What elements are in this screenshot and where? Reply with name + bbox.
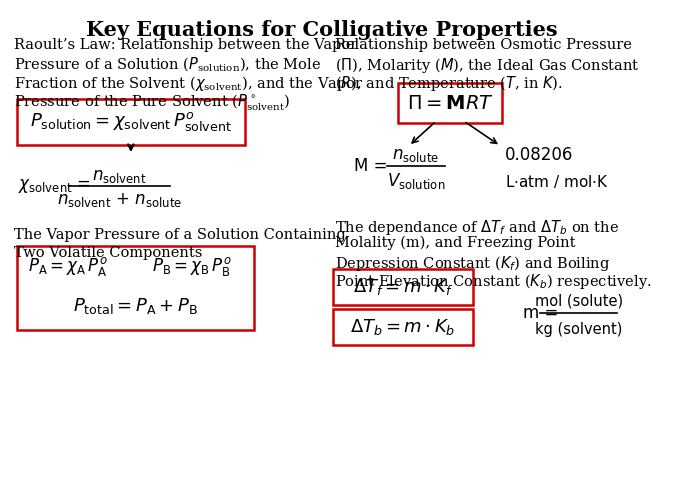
Text: m =: m = xyxy=(524,304,559,322)
Text: Molality (m), and Freezing Point: Molality (m), and Freezing Point xyxy=(335,236,575,250)
Text: Raoult’s Law: Relationship between the Vapor: Raoult’s Law: Relationship between the V… xyxy=(14,38,357,52)
Text: $n_\mathregular{solvent}$ + $n_\mathregular{solute}$: $n_\mathregular{solvent}$ + $n_\mathregu… xyxy=(57,191,182,209)
FancyBboxPatch shape xyxy=(398,83,503,123)
Text: Two Volatile Components: Two Volatile Components xyxy=(14,246,202,260)
Text: $P_\mathregular{total} = P_\mathregular{A} + P_\mathregular{B}$: $P_\mathregular{total} = P_\mathregular{… xyxy=(73,296,198,316)
Text: Fraction of the Solvent ($\chi_\mathregular{solvent}$), and the Vapor: Fraction of the Solvent ($\chi_\mathregu… xyxy=(14,74,363,93)
Text: Point Elevation Constant ($K_b$) respectively.: Point Elevation Constant ($K_b$) respect… xyxy=(335,272,652,291)
Text: M =: M = xyxy=(354,157,387,175)
Text: 0.08206: 0.08206 xyxy=(505,146,573,164)
FancyBboxPatch shape xyxy=(17,99,245,145)
Text: Pressure of a Solution ($P_\mathregular{solution}$), the Mole: Pressure of a Solution ($P_\mathregular{… xyxy=(14,56,321,74)
Text: $\Pi = \mathbf{M}RT$: $\Pi = \mathbf{M}RT$ xyxy=(407,94,494,113)
Text: kg (solvent): kg (solvent) xyxy=(535,322,622,337)
Text: $\chi_\mathregular{solvent}$ =: $\chi_\mathregular{solvent}$ = xyxy=(18,177,91,195)
Text: $n_\mathregular{solvent}$: $n_\mathregular{solvent}$ xyxy=(92,167,147,185)
Text: mol (solute): mol (solute) xyxy=(535,293,622,308)
Text: Key Equations for Colligative Properties: Key Equations for Colligative Properties xyxy=(85,20,557,40)
Text: The Vapor Pressure of a Solution Containing: The Vapor Pressure of a Solution Contain… xyxy=(14,228,346,242)
Text: $\Delta T_b = \mathit{m} \cdot K_b$: $\Delta T_b = \mathit{m} \cdot K_b$ xyxy=(351,317,456,337)
Text: $P_\mathregular{solution} = \chi_\mathregular{solvent}\, P^o_\mathregular{solven: $P_\mathregular{solution} = \chi_\mathre… xyxy=(30,111,232,133)
Text: $n_\mathregular{solute}$: $n_\mathregular{solute}$ xyxy=(392,146,440,164)
Text: Depression Constant ($K_f$) and Boiling: Depression Constant ($K_f$) and Boiling xyxy=(335,254,610,273)
Text: $P_\mathregular{B} = \chi_\mathregular{B}\, P^o_\mathregular{B}$: $P_\mathregular{B} = \chi_\mathregular{B… xyxy=(151,254,231,277)
Text: L$\cdot$atm / mol$\cdot$K: L$\cdot$atm / mol$\cdot$K xyxy=(505,172,609,190)
FancyBboxPatch shape xyxy=(333,269,473,305)
FancyBboxPatch shape xyxy=(333,309,473,345)
Text: $\Delta T_f = \mathit{m} \cdot K_f$: $\Delta T_f = \mathit{m} \cdot K_f$ xyxy=(353,277,454,297)
Text: The dependance of $\Delta T_f$ and $\Delta T_b$ on the: The dependance of $\Delta T_f$ and $\Del… xyxy=(335,218,620,237)
Text: ($R$), and Temperature ($T$, in $K$).: ($R$), and Temperature ($T$, in $K$). xyxy=(335,74,563,93)
Text: Relationship between Osmotic Pressure: Relationship between Osmotic Pressure xyxy=(335,38,632,52)
Text: Pressure of the Pure Solvent ($P^\circ_\mathregular{solvent}$): Pressure of the Pure Solvent ($P^\circ_\… xyxy=(14,92,290,113)
Text: $P_\mathregular{A} = \chi_\mathregular{A}\, P^o_\mathregular{A}$: $P_\mathregular{A} = \chi_\mathregular{A… xyxy=(27,254,107,277)
Text: ($\Pi$), Molarity ($M$), the Ideal Gas Constant: ($\Pi$), Molarity ($M$), the Ideal Gas C… xyxy=(335,56,640,75)
FancyBboxPatch shape xyxy=(17,246,254,330)
Text: $V_\mathregular{solution}$: $V_\mathregular{solution}$ xyxy=(387,171,445,191)
